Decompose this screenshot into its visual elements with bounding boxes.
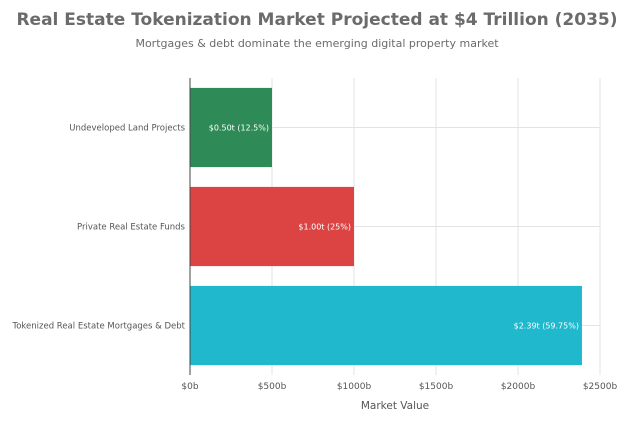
category-label: Private Real Estate Funds: [77, 223, 186, 233]
x-tick-label: $1000b: [337, 382, 372, 392]
x-axis-title: Market Value: [361, 400, 429, 412]
x-tick-label: $0b: [181, 382, 198, 392]
x-tick-label: $1500b: [419, 382, 454, 392]
bar: [190, 87, 272, 168]
x-tick-label: $500b: [258, 382, 287, 392]
data-label: $0.50t (12.5%): [209, 124, 269, 133]
chart-subtitle: Mortgages & debt dominate the emerging d…: [135, 37, 499, 50]
x-tick-label: $2500b: [583, 382, 618, 392]
data-label: $2.39t (59.75%): [514, 322, 579, 331]
category-label: Tokenized Real Estate Mortgages & Debt: [11, 322, 185, 332]
bar: [190, 285, 582, 366]
data-label: $1.00t (25%): [298, 223, 351, 232]
chart-title: Real Estate Tokenization Market Projecte…: [16, 10, 618, 30]
category-label: Undeveloped Land Projects: [69, 124, 185, 134]
x-tick-label: $2000b: [501, 382, 536, 392]
bar: [190, 186, 354, 267]
